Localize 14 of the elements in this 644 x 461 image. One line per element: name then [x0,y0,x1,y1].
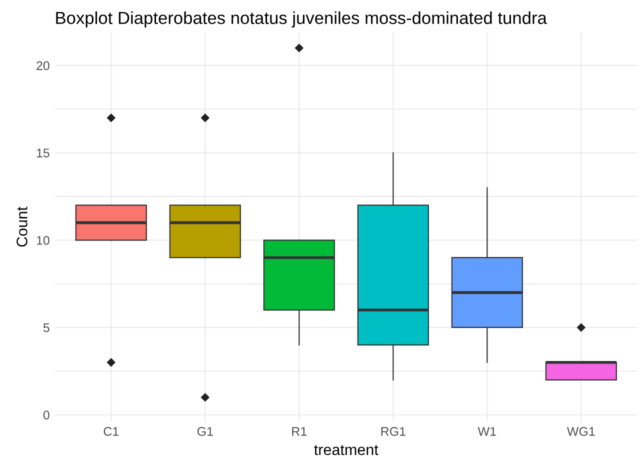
x-tick-label: C1 [104,427,119,436]
x-tick-label: G1 [197,427,213,436]
x-tick-label: WG1 [566,427,595,436]
x-tick-label: RG1 [381,427,406,436]
y-tick-label: 0 [43,410,50,420]
x-tick-label: R1 [292,427,307,436]
y-tick-label: 10 [36,236,50,245]
y-axis-title: Count [16,206,28,247]
y-tick-label: 20 [36,61,50,70]
x-tick-label: W1 [478,427,496,436]
y-tick-label: 15 [36,148,50,158]
chart-title: Boxplot Diapterobates notatus juveniles moss-dominated tundra [56,11,547,28]
x-axis-title: treatment [314,445,378,456]
y-tick-label: 5 [43,323,50,332]
